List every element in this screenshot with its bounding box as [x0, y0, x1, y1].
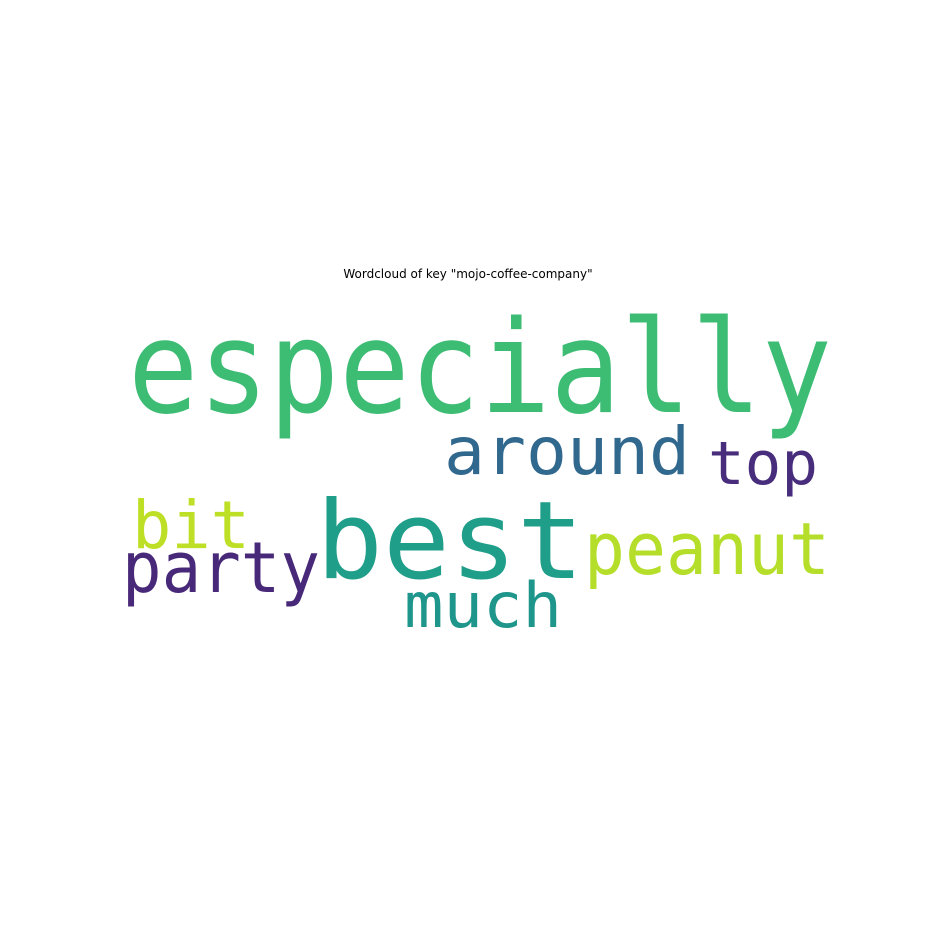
word-party: party [122, 527, 320, 609]
word-especially: especially [128, 294, 832, 443]
chart-title: Wordcloud of key "mojo-coffee-company" [343, 267, 593, 281]
word-much: much [404, 569, 562, 642]
word-best: best [316, 479, 584, 604]
word-top: top [708, 429, 818, 499]
word-around: around [444, 413, 690, 490]
word-bit: bit [132, 487, 250, 564]
word-peanut: peanut [584, 507, 830, 591]
